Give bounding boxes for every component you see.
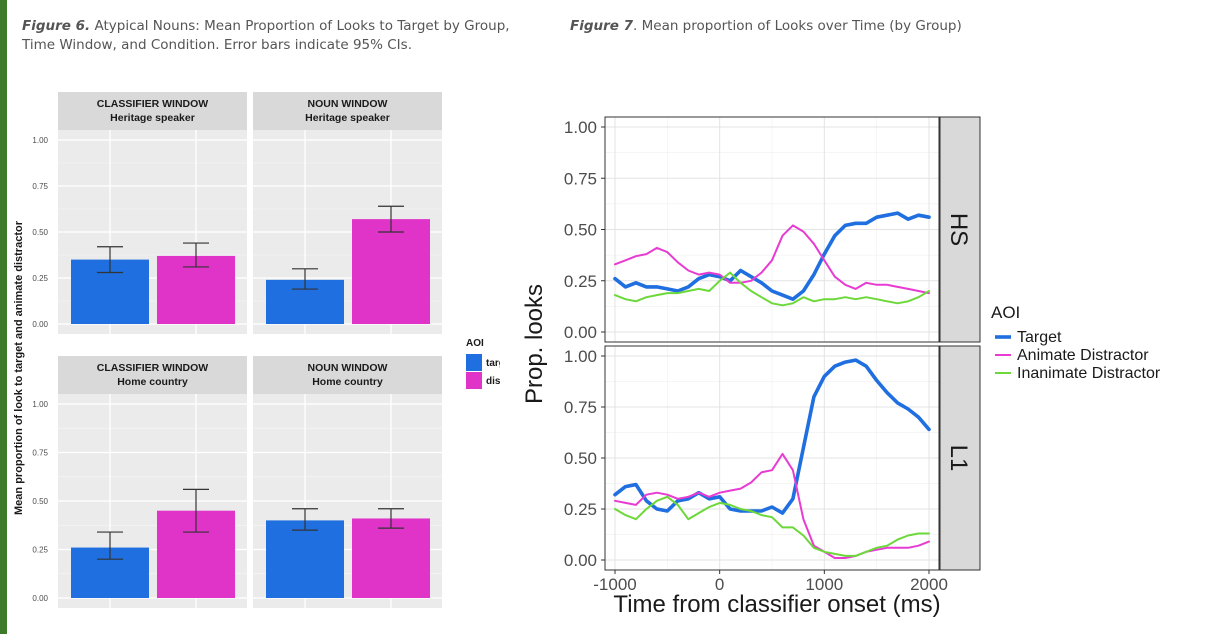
y-tick-label: 0.50 xyxy=(32,228,48,237)
facet-title-line1: NOUN WINDOW xyxy=(308,98,388,110)
figure7-caption-text: . Mean proportion of Looks over Time (by… xyxy=(633,18,962,34)
series-line-inanimate-distractor xyxy=(614,495,930,557)
figure6-caption: Figure 6. Atypical Nouns: Mean Proportio… xyxy=(22,17,542,55)
y-tick-label: 0.00 xyxy=(32,594,48,603)
facet-title-line2: Heritage speaker xyxy=(110,112,195,124)
bar-disAn xyxy=(352,219,430,324)
y-axis-label: Mean proportion of look to target and an… xyxy=(13,220,25,515)
facet-strip xyxy=(939,116,981,343)
y-tick-label: 0.50 xyxy=(564,449,597,468)
series-line-animate-distractor xyxy=(614,452,930,559)
legend-label-inanimate-distractor: Inanimate Distractor xyxy=(1017,365,1161,382)
page-edge-stripe xyxy=(0,0,7,634)
x-tick-label: 0 xyxy=(715,575,724,594)
x-tick-label: 2000 xyxy=(910,575,948,594)
figure7-line-chart: 0.00 0.25 0.50 0.75 1.00 HS 0.00 0.25 0.50 0.75 1.… xyxy=(521,116,1161,618)
y-tick-label: 0.25 xyxy=(564,500,597,519)
series-line-target xyxy=(613,358,931,515)
figure6-bar-chart: CLASSIFIER WINDOW Heritage speaker 0.00 0.2… xyxy=(13,92,500,608)
legend-label-target: Target xyxy=(1017,329,1062,346)
facet-title-line2: Heritage speaker xyxy=(305,112,390,124)
figure6-caption-text: Atypical Nouns: Mean Proportion of Looks… xyxy=(22,18,510,53)
y-tick-label: 1.00 xyxy=(564,347,597,366)
legend-key-disAn xyxy=(466,372,482,389)
facet-strip xyxy=(253,92,442,130)
legend-label-target: target xyxy=(486,358,500,369)
facet-title-line1: CLASSIFIER WINDOW xyxy=(97,98,208,110)
bar-target xyxy=(266,520,344,598)
y-tick-label: 0.25 xyxy=(32,274,48,283)
panel-border xyxy=(604,345,940,571)
facet-label: HS xyxy=(945,213,972,246)
facet-title-line1: CLASSIFIER WINDOW xyxy=(97,362,208,374)
y-tick-label: 0.75 xyxy=(32,449,48,458)
facet-title-line2: Home country xyxy=(117,376,188,388)
x-tick-label: 1000 xyxy=(805,575,843,594)
facet-strip xyxy=(253,356,442,394)
legend-title: AOI xyxy=(991,303,1020,322)
panel-border xyxy=(604,116,940,343)
y-tick-label: 0.00 xyxy=(564,323,597,342)
x-axis-label: Time from classifier onset (ms) xyxy=(613,591,940,618)
legend-title: AOI xyxy=(466,338,484,349)
facet-title-line1: NOUN WINDOW xyxy=(308,362,388,374)
y-tick-label: 1.00 xyxy=(32,400,48,409)
legend-key-target xyxy=(466,354,482,371)
y-tick-label: 1.00 xyxy=(564,118,597,137)
y-tick-label: 0.50 xyxy=(564,221,597,240)
facet-strip xyxy=(58,92,247,130)
legend-label-animate-distractor: Animate Distractor xyxy=(1017,347,1149,364)
x-tick-label: -1000 xyxy=(593,575,636,594)
y-tick-label: 0.75 xyxy=(32,182,48,191)
y-tick-label: 0.50 xyxy=(32,497,48,506)
series-line-animate-distractor xyxy=(614,224,930,295)
y-tick-label: 1.00 xyxy=(32,136,48,145)
series-line-target xyxy=(613,211,931,301)
series-line-inanimate-distractor xyxy=(614,271,930,307)
figure6-caption-label: Figure 6. xyxy=(22,18,91,34)
y-tick-label: 0.00 xyxy=(564,551,597,570)
facet-strip xyxy=(58,356,247,394)
figure7-caption: Figure 7. Mean proportion of Looks over … xyxy=(570,17,1130,36)
figure7-caption-label: Figure 7 xyxy=(570,18,634,34)
y-tick-label: 0.75 xyxy=(564,169,597,188)
y-tick-label: 0.25 xyxy=(564,272,597,291)
y-axis-label: Prop. looks xyxy=(521,284,548,404)
bar-disAn xyxy=(352,518,430,598)
facet-title-line2: Home country xyxy=(312,376,383,388)
y-tick-label: 0.25 xyxy=(32,546,48,555)
legend-label-disAn: disAn xyxy=(486,376,500,387)
facet-label: L1 xyxy=(945,445,972,472)
y-tick-label: 0.00 xyxy=(32,320,48,329)
facet-strip xyxy=(939,345,981,571)
y-tick-label: 0.75 xyxy=(564,398,597,417)
